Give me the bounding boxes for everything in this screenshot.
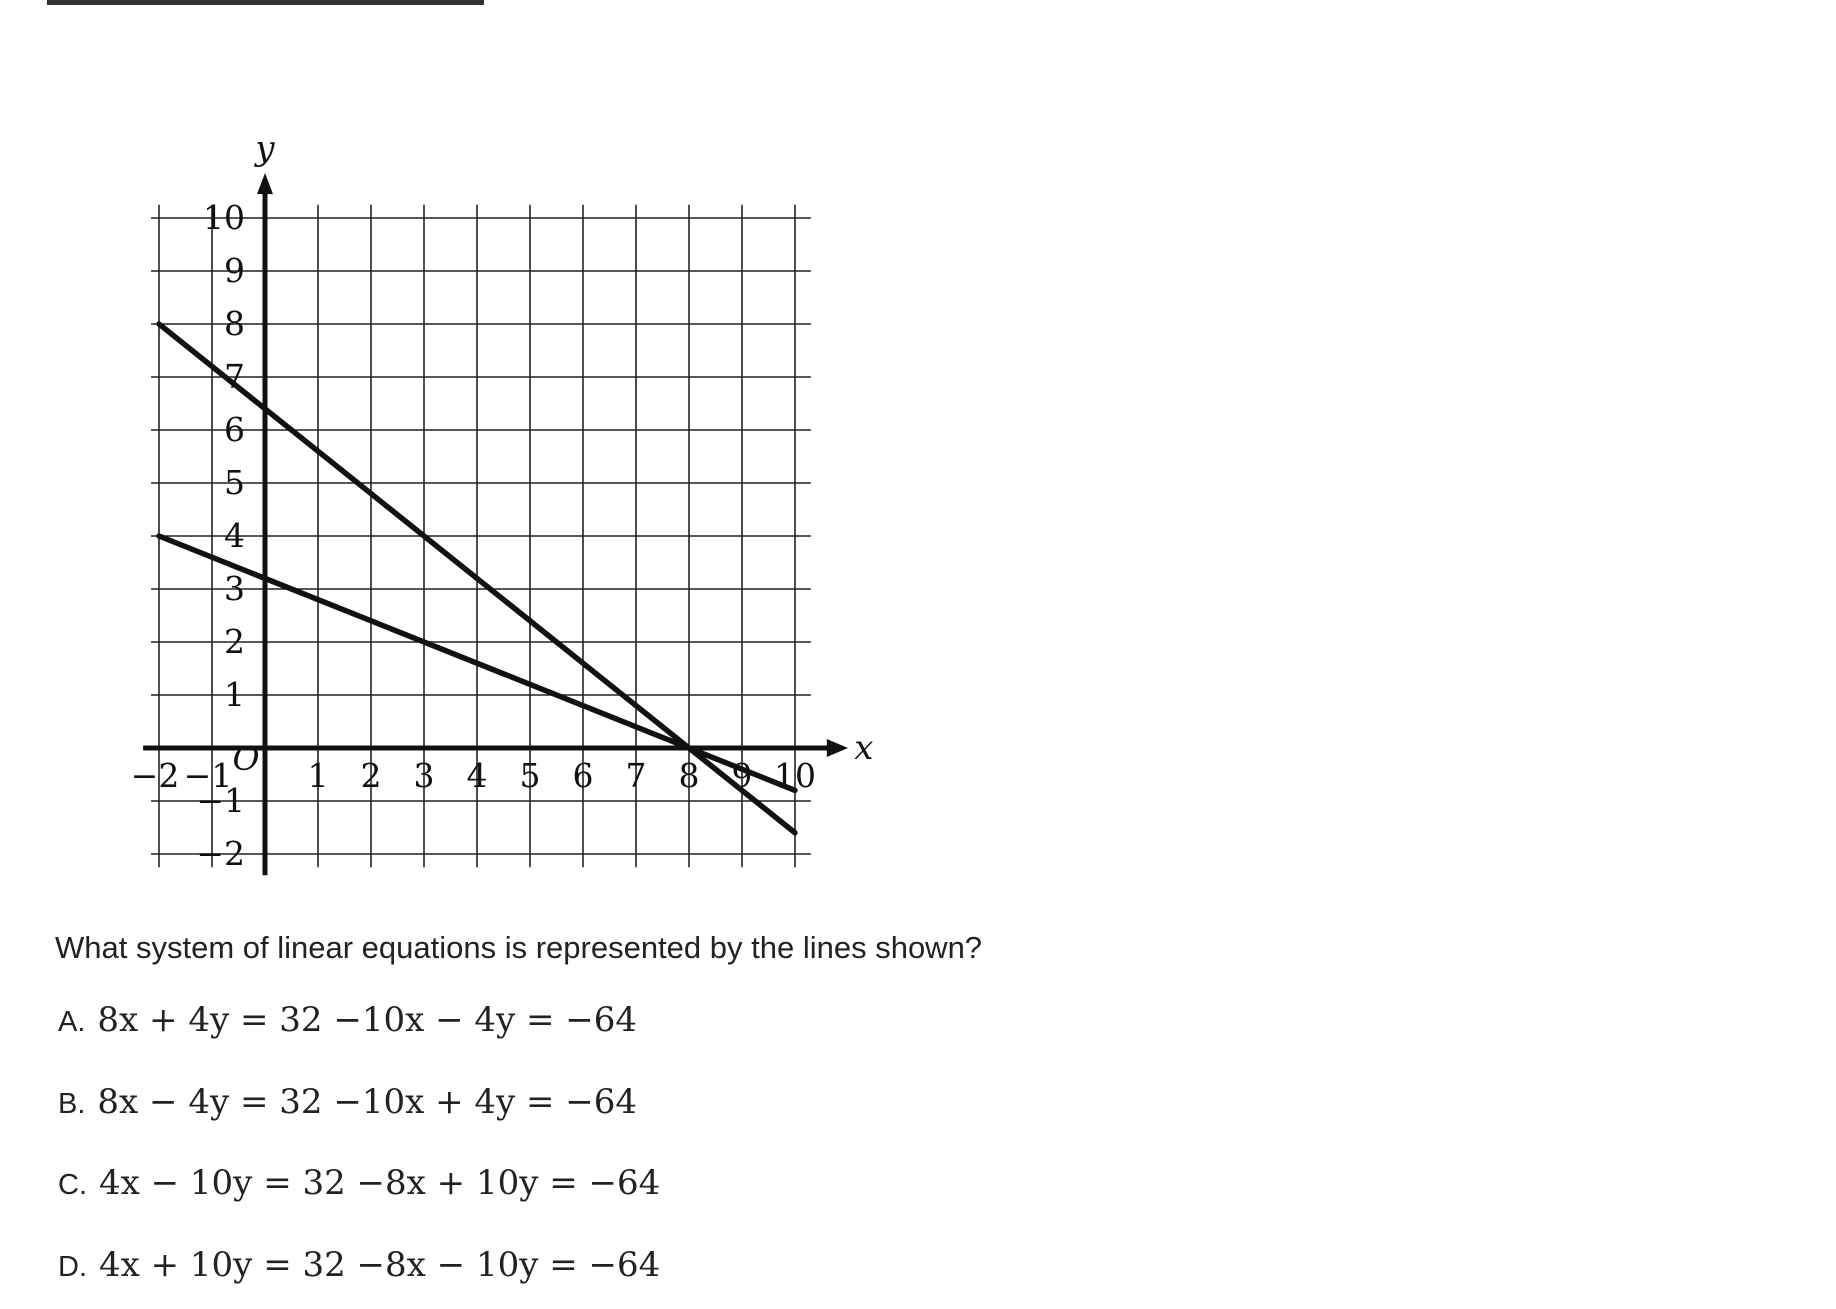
option-c-equation: 4x − 10y = 32 −8x + 10y = −64 — [99, 1163, 661, 1203]
x-tick-label: 4 — [467, 756, 488, 795]
top-divider — [47, 0, 484, 5]
y-axis-label: y — [253, 129, 275, 169]
question-text: What system of linear equations is repre… — [55, 930, 983, 965]
option-b-equation: 8x − 4y = 32 −10x + 4y = −64 — [97, 1082, 638, 1122]
x-axis-label: x — [854, 728, 873, 768]
y-tick-label: 1 — [224, 675, 245, 714]
y-tick-label: −1 — [196, 781, 245, 820]
x-tick-label: 3 — [414, 756, 435, 795]
option-b-letter: B. — [58, 1088, 86, 1120]
x-tick-label: 5 — [520, 756, 541, 795]
origin-label: O — [232, 739, 259, 778]
series-line-2 — [156, 533, 798, 794]
option-d[interactable]: D. 4x + 10y = 32 −8x − 10y = −64 — [58, 1245, 660, 1285]
x-tick-label: 1 — [308, 756, 329, 795]
y-tick-label: 3 — [224, 569, 245, 608]
option-a-letter: A. — [58, 1006, 86, 1038]
y-tick-label: 4 — [224, 516, 245, 555]
y-axis-arrow — [257, 172, 273, 195]
option-a[interactable]: A. 8x + 4y = 32 −10x − 4y = −64 — [58, 1000, 637, 1040]
option-c-letter: C. — [58, 1169, 87, 1201]
y-tick-label: 10 — [203, 198, 245, 237]
x-tick-label: 6 — [573, 756, 594, 795]
x-tick-label: 8 — [679, 756, 700, 795]
y-tick-label: 9 — [224, 251, 245, 290]
y-tick-label: 2 — [224, 622, 245, 661]
x-tick-label: 2 — [361, 756, 382, 795]
x-tick-label: 7 — [626, 756, 647, 795]
y-tick-label: 8 — [224, 304, 245, 343]
option-d-letter: D. — [58, 1251, 87, 1283]
option-b[interactable]: B. 8x − 4y = 32 −10x + 4y = −64 — [58, 1082, 637, 1122]
x-axis-arrow — [826, 739, 848, 757]
x-tick-label: −2 — [131, 756, 180, 795]
option-d-equation: 4x + 10y = 32 −8x − 10y = −64 — [99, 1245, 661, 1285]
x-tick-label: −1 — [184, 756, 233, 795]
y-tick-label: 5 — [224, 463, 245, 502]
option-c[interactable]: C. 4x − 10y = 32 −8x + 10y = −64 — [58, 1163, 660, 1203]
y-tick-label: 6 — [224, 410, 245, 449]
y-tick-label: −2 — [196, 834, 245, 873]
option-a-equation: 8x + 4y = 32 −10x − 4y = −64 — [97, 1000, 638, 1040]
